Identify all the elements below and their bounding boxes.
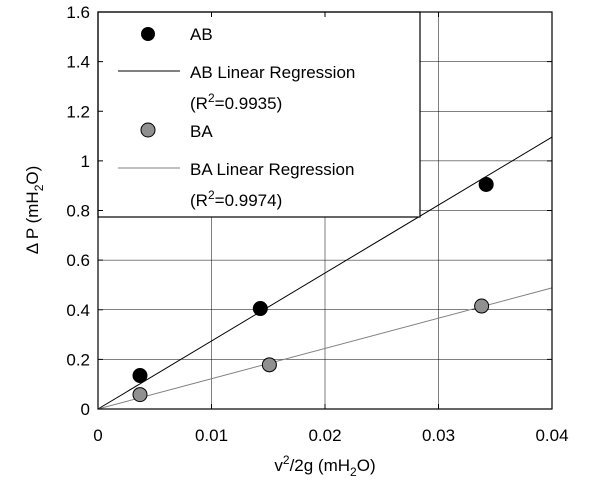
- legend-ba-marker: [140, 122, 156, 138]
- y-tick-label: 0: [81, 400, 90, 419]
- legend-ba-label: BA: [190, 122, 213, 141]
- x-tick-labels: 0 0.01 0.02 0.03 0.04: [93, 426, 568, 445]
- ab-data-point: [252, 301, 268, 317]
- y-axis-label: Δ P (mH2O): [23, 166, 46, 255]
- x-tick-label: 0.04: [535, 426, 568, 445]
- x-tick-label: 0.01: [195, 426, 228, 445]
- legend-ab-r2: (R2=0.9935): [190, 91, 282, 113]
- y-tick-label: 1: [81, 152, 90, 171]
- ab-data-point: [478, 176, 494, 192]
- legend-box: [97, 11, 421, 218]
- ba-data-point: [474, 298, 490, 314]
- ab-data-point: [132, 368, 148, 384]
- y-tick-label: 1.4: [66, 53, 90, 72]
- x-axis-label: v2/2g (mH2O): [274, 453, 375, 479]
- y-tick-labels: 0 0.2 0.4 0.6 0.8 1 1.2 1.4 1.6: [66, 3, 90, 419]
- legend-ab-label: AB: [190, 25, 213, 44]
- y-tick-label: 0.6: [66, 251, 90, 270]
- ba-data-point: [132, 387, 148, 403]
- legend: AB AB Linear Regression (R2=0.9935) BA B…: [97, 11, 421, 218]
- ba-data-point: [261, 357, 277, 373]
- x-tick-label: 0: [93, 426, 102, 445]
- axis-ticks: [97, 11, 553, 410]
- y-tick-label: 0.2: [66, 350, 90, 369]
- ab-regression-line: [97, 136, 553, 410]
- legend-ab-marker: [141, 27, 155, 41]
- legend-ba-regression-label: BA Linear Regression: [190, 160, 354, 179]
- x-tick-label: 0.03: [422, 426, 455, 445]
- legend-ab-regression-label: AB Linear Regression: [190, 63, 355, 82]
- x-tick-label: 0.02: [308, 426, 341, 445]
- legend-ba-r2: (R2=0.9974): [190, 188, 282, 210]
- data-points: [132, 176, 494, 403]
- y-tick-label: 1.2: [66, 102, 90, 121]
- y-tick-label: 1.6: [66, 3, 90, 22]
- y-tick-label: 0.8: [66, 202, 90, 221]
- y-tick-label: 0.4: [66, 301, 90, 320]
